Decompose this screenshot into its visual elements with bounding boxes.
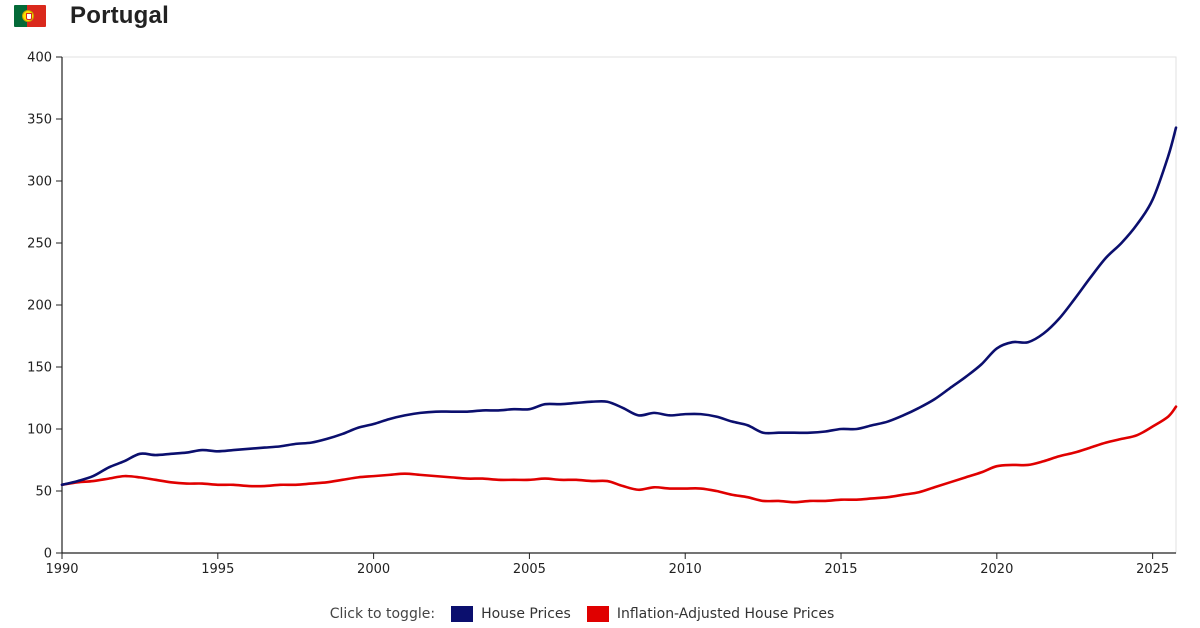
legend-label-house-prices: House Prices — [481, 606, 571, 622]
y-tick-label: 250 — [27, 237, 52, 252]
x-tick-label: 2015 — [824, 562, 857, 577]
y-tick-label: 200 — [27, 299, 52, 314]
legend-label-inflation-adjusted: Inflation-Adjusted House Prices — [616, 606, 835, 622]
y-tick-label: 100 — [27, 423, 52, 438]
series-inflation-adjusted-line — [60, 405, 1178, 504]
legend-item-inflation-adjusted[interactable]: Inflation-Adjusted House Prices — [586, 606, 835, 622]
x-tick-label: 2025 — [1136, 562, 1169, 577]
y-tick-label: 50 — [35, 485, 52, 500]
y-axis: 0 50 100 150 200 250 300 350 400 — [27, 51, 63, 562]
y-tick-label: 400 — [27, 51, 52, 66]
x-tick-label: 2000 — [357, 562, 390, 577]
chart-header: Portugal — [14, 0, 169, 32]
x-tick-label: 1995 — [201, 562, 234, 577]
y-tick-label: 300 — [27, 175, 52, 190]
legend-item-house-prices[interactable]: House Prices — [451, 606, 571, 622]
legend: Click to toggle: House Prices Inflation-… — [0, 606, 1180, 622]
x-tick-label: 1990 — [45, 562, 78, 577]
line-chart: 0 50 100 150 200 250 300 350 400 1990 1995 2000 200… — [27, 51, 1178, 577]
legend-swatch-house-prices — [451, 606, 474, 622]
legend-swatch-inflation-adjusted — [586, 606, 609, 622]
series-layer — [60, 126, 1178, 504]
plot-area — [61, 56, 1177, 554]
y-tick-label: 350 — [27, 113, 52, 128]
y-tick-label: 0 — [44, 547, 52, 562]
x-tick-label: 2020 — [980, 562, 1013, 577]
portugal-flag-icon — [14, 5, 46, 27]
chart-title: Portugal — [70, 2, 169, 29]
series-house-prices-line — [60, 126, 1178, 487]
x-axis: 1990 1995 2000 2005 2010 2015 2020 2025 — [45, 552, 1176, 577]
x-tick-label: 2005 — [513, 562, 546, 577]
y-tick-label: 150 — [27, 361, 52, 376]
x-tick-label: 2010 — [669, 562, 702, 577]
legend-hint: Click to toggle: — [329, 606, 436, 622]
